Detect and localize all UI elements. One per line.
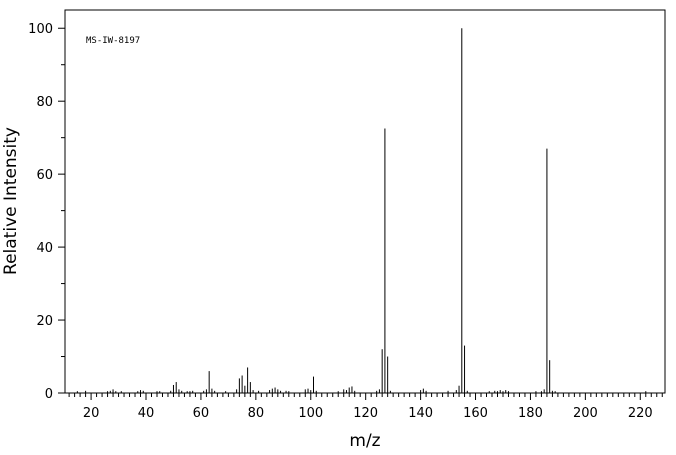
x-tick-label: 200 [573,406,598,421]
x-tick-label: 100 [298,406,323,421]
y-tick-label: 20 [36,314,53,329]
y-tick-label: 60 [36,168,53,183]
x-tick-label: 40 [138,406,155,421]
y-axis-title: Relative Intensity [1,127,21,275]
x-tick-label: 140 [408,406,433,421]
y-tick-label: 100 [28,22,53,37]
x-tick-label: 80 [248,406,265,421]
x-axis-title: m/z [349,431,380,451]
y-tick-label: 80 [36,95,53,110]
x-tick-label: 60 [193,406,210,421]
x-tick-label: 180 [518,406,543,421]
x-tick-label: 220 [628,406,653,421]
x-tick-label: 120 [353,406,378,421]
plot-frame [64,9,666,394]
y-tick-label: 0 [45,387,53,402]
annotation: MS-IW-8197 [86,36,140,46]
x-tick-label: 20 [83,406,100,421]
x-tick-label: 160 [463,406,488,421]
y-tick-label: 40 [36,241,53,256]
